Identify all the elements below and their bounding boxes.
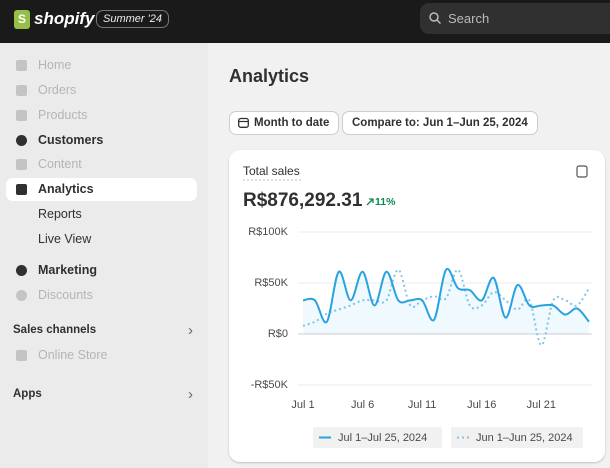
nav-item[interactable]: Content xyxy=(6,153,197,176)
compare-filter[interactable]: Compare to: Jun 1–Jun 25, 2024 xyxy=(342,111,538,135)
nav-item[interactable]: Live View xyxy=(6,228,197,251)
search-placeholder: Search xyxy=(448,11,490,26)
nav-label: Home xyxy=(38,58,72,72)
nav-item[interactable]: Products xyxy=(6,104,197,127)
nav-item[interactable]: Online Store xyxy=(6,344,197,367)
page-title: Analytics xyxy=(229,66,310,86)
nav-label: Analytics xyxy=(38,182,94,196)
nav-label: Reports xyxy=(38,207,82,221)
filter-label: Month to date xyxy=(254,117,330,129)
date-filter[interactable]: Month to date xyxy=(229,111,340,135)
nav-label: Customers xyxy=(38,133,104,147)
nav-item[interactable]: Home xyxy=(6,54,197,77)
nav-item[interactable]: Orders xyxy=(6,79,197,102)
search-icon xyxy=(429,12,441,24)
logo-text: shopify xyxy=(34,9,95,28)
section-header[interactable]: Sales channels › xyxy=(13,322,193,339)
chart-card xyxy=(229,150,605,462)
search-box[interactable]: Search xyxy=(420,3,610,34)
badge: Summer '24 xyxy=(96,10,169,28)
nav-label: Live View xyxy=(38,232,92,246)
nav-label: Marketing xyxy=(38,263,98,277)
nav-item[interactable]: Discounts xyxy=(6,284,197,307)
nav-item[interactable]: Customers xyxy=(6,129,197,152)
nav-label: Content xyxy=(38,157,82,171)
nav-item[interactable]: Marketing xyxy=(6,259,197,282)
nav-label: Online Store xyxy=(38,348,108,362)
filter-label: Compare to: Jun 1–Jun 25, 2024 xyxy=(352,117,528,129)
nav-label: Orders xyxy=(38,83,77,97)
section-header[interactable]: Apps › xyxy=(13,386,193,403)
sidebar: Home Orders Products Customers Content A… xyxy=(0,43,208,468)
section-title: Apps xyxy=(13,388,42,400)
section-title: Sales channels xyxy=(13,324,97,336)
nav-label: Discounts xyxy=(38,288,93,302)
nav-label: Products xyxy=(38,108,88,122)
nav-item[interactable]: Analytics xyxy=(6,178,197,201)
nav-item[interactable]: Reports xyxy=(6,203,197,226)
calendar-icon xyxy=(238,117,249,128)
